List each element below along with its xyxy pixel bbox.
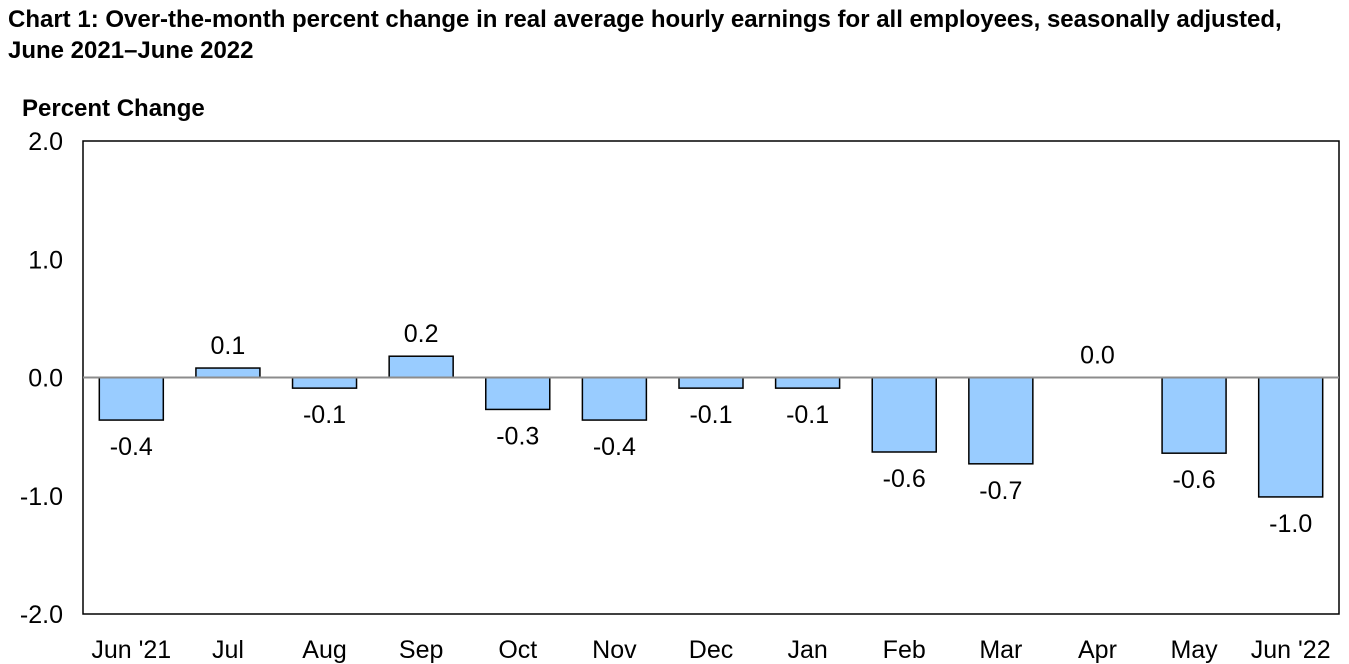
x-tick-label: Oct — [498, 636, 537, 664]
y-tick-label: -1.0 — [20, 483, 63, 511]
x-tick-label: Mar — [979, 636, 1022, 664]
data-label: 0.1 — [211, 332, 246, 360]
bar — [1161, 376, 1227, 454]
data-label: -0.6 — [883, 465, 926, 493]
bar — [98, 376, 165, 421]
x-tick-label: Jun '21 — [91, 636, 171, 664]
x-tick-label: Nov — [592, 636, 637, 664]
data-label: 0.0 — [1080, 342, 1115, 370]
x-tick-label: Feb — [883, 636, 926, 664]
data-label: -0.3 — [496, 422, 539, 450]
data-label: -1.0 — [1269, 510, 1312, 538]
x-tick-label: Jul — [212, 636, 244, 664]
x-tick-label: Jun '22 — [1251, 636, 1331, 664]
bar — [581, 376, 648, 421]
data-label: -0.1 — [303, 401, 346, 429]
bar — [774, 376, 841, 389]
data-label: -0.4 — [110, 433, 153, 461]
x-tick-label: Sep — [399, 636, 443, 664]
x-tick-label: Apr — [1078, 636, 1117, 664]
x-tick-label: Aug — [302, 636, 346, 664]
bar — [968, 376, 1034, 465]
chart-title: Chart 1: Over-the-month percent change i… — [8, 6, 1282, 64]
y-tick-label: 0.0 — [28, 365, 63, 393]
bar — [1257, 376, 1324, 498]
data-label: 0.2 — [404, 320, 439, 348]
data-label: -0.6 — [1173, 466, 1216, 494]
y-axis-label: Percent Change — [22, 95, 205, 122]
y-tick-label: 1.0 — [28, 246, 63, 274]
x-tick-label: Dec — [689, 636, 733, 664]
y-tick-label: 2.0 — [28, 128, 63, 156]
bar — [678, 376, 744, 389]
data-label: -0.4 — [593, 433, 636, 461]
data-label: -0.1 — [786, 401, 829, 429]
data-label: -0.7 — [979, 477, 1022, 505]
bar — [291, 376, 358, 389]
data-label: -0.1 — [689, 401, 732, 429]
x-tick-label: Jan — [787, 636, 827, 664]
bar — [195, 367, 261, 379]
bar — [388, 355, 454, 379]
bar — [485, 376, 551, 411]
bar — [871, 376, 937, 453]
y-tick-label: -2.0 — [20, 601, 63, 629]
x-tick-label: May — [1170, 636, 1218, 664]
